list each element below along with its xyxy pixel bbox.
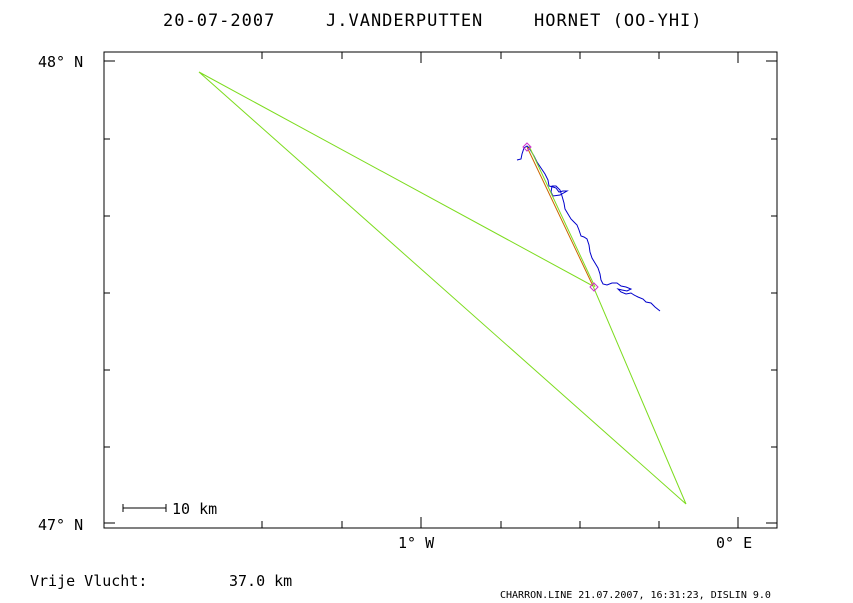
start-turnpoint-marker bbox=[522, 142, 532, 152]
map-frame bbox=[103, 51, 778, 529]
distance-value: 37.0 km bbox=[229, 572, 292, 590]
end-turnpoint-marker bbox=[589, 282, 599, 292]
lat-label-top: 48° N bbox=[38, 53, 83, 71]
render-stamp: CHARRON.LINE 21.07.2007, 16:31:23, DISLI… bbox=[500, 590, 771, 601]
scale-bar bbox=[122, 504, 167, 512]
flight-date: 20-07-2007 bbox=[163, 11, 275, 31]
distance-label: Vrije Vlucht: bbox=[30, 572, 147, 590]
leg-line bbox=[526, 146, 594, 287]
lon-label-left: 1° W bbox=[398, 534, 435, 552]
axis-ticks bbox=[104, 52, 777, 528]
pilot-name: J.VANDERPUTTEN bbox=[326, 11, 483, 31]
task-triangle bbox=[198, 71, 687, 505]
lon-label-right: 0° E bbox=[716, 534, 752, 552]
leg-line-offset bbox=[528, 145, 596, 288]
lat-label-bottom: 47° N bbox=[38, 516, 83, 534]
scale-bar-label: 10 km bbox=[172, 500, 217, 518]
flight-track bbox=[516, 145, 661, 312]
glider-name: HORNET (OO-YHI) bbox=[534, 11, 703, 31]
